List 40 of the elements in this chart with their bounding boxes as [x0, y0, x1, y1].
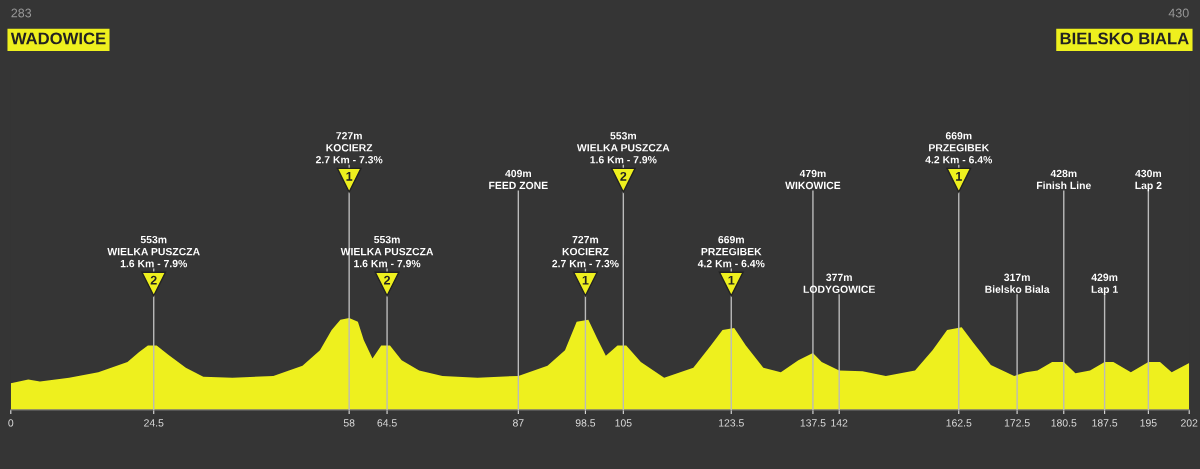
- x-tick-label: 195: [1140, 419, 1157, 427]
- text: 283: [11, 8, 32, 18]
- text: 430: [1168, 8, 1189, 18]
- x-tick-label: 180.5: [1051, 419, 1077, 427]
- ref-line-label: 553m WIELKA PUSZCZA 1.6 Km - 7.9%: [107, 235, 200, 268]
- ref-line-label: 669m PRZEGIBEK 4.2 Km - 6.4%: [697, 235, 765, 268]
- ref-line-label: 479m WIKOWICE: [785, 169, 841, 190]
- ref-line-label: 727m KOCIERZ 2.7 Km - 7.3%: [315, 132, 383, 164]
- x-tick-label: 58: [343, 419, 355, 427]
- ref-line-label: 553m WIELKA PUSZCZA 1.6 Km - 7.9%: [576, 132, 670, 164]
- x-tick-label: 162.5: [946, 419, 972, 427]
- ref-line-label: 428m Finish Line: [1036, 169, 1091, 190]
- chart-subtitle: BIELSKO BIALA: [1060, 32, 1189, 45]
- x-tick-label: 137.5: [800, 419, 826, 427]
- annotation: 2: [620, 171, 627, 181]
- x-tick-label: 98.5: [575, 419, 596, 427]
- annotation: 1: [728, 275, 735, 285]
- annotation: 1: [956, 172, 962, 181]
- x-tick-label: 24.5: [144, 419, 164, 427]
- x-tick-label: 202: [1181, 419, 1198, 427]
- annotation: 2: [384, 275, 391, 285]
- annotation: 1: [346, 172, 353, 181]
- ref-line-label: 317m Bielsko Biala: [985, 273, 1050, 293]
- ref-line-label: 409m FEED ZONE: [489, 169, 548, 190]
- ref-line-label: 727m KOCIERZ 2.7 Km - 7.3%: [552, 235, 619, 268]
- ref-line-label: 669m PRZEGIBEK 4.2 Km - 6.4%: [925, 132, 993, 164]
- x-tick-label: 142: [831, 419, 848, 427]
- x-tick-label: 187.5: [1092, 419, 1118, 427]
- ref-line-label: 429m Lap 1: [1091, 273, 1118, 296]
- x-tick-label: 87: [512, 419, 524, 427]
- x-tick-label: 172.5: [1004, 419, 1030, 427]
- ref-line-label: 377m LODYGOWICE: [803, 273, 875, 293]
- chart-title: WADOWICE: [10, 32, 106, 45]
- ref-line-label: 430m Lap 2: [1135, 169, 1162, 192]
- x-tick-label: 64.5: [377, 419, 397, 427]
- x-tick-label: 123.5: [719, 419, 744, 427]
- x-tick-label: 0: [8, 419, 14, 427]
- x-tick-label: 105: [615, 419, 632, 427]
- annotation: 1: [582, 275, 589, 285]
- annotation: 2: [150, 275, 157, 285]
